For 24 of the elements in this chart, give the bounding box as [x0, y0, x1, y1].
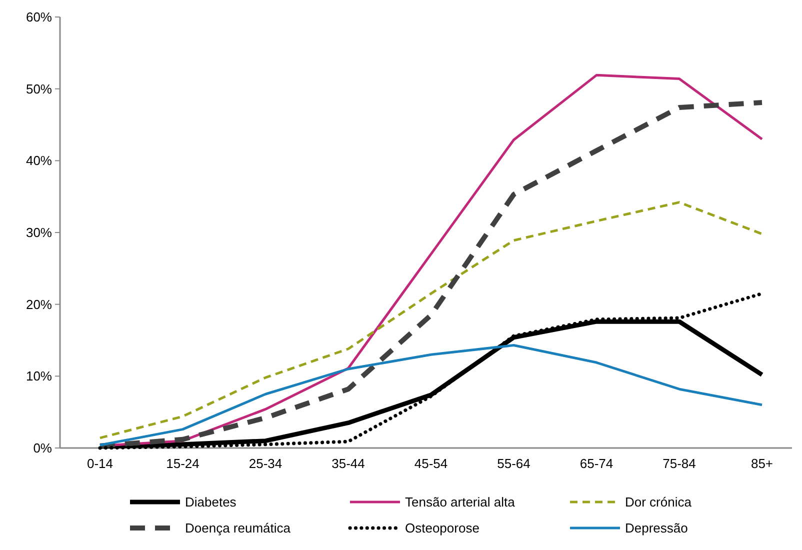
legend-label: Depressão: [625, 520, 688, 536]
y-tick-label: 10%: [26, 368, 52, 384]
line-series: [98, 201, 764, 440]
y-tick-label: 40%: [26, 153, 52, 168]
legend-label: Tensão arterial alta: [405, 494, 516, 510]
x-tick-label: 0-14: [86, 456, 114, 471]
x-tick-label: 15-24: [166, 456, 200, 471]
y-tick-label: 50%: [26, 81, 52, 96]
line-series: [98, 344, 764, 446]
y-tick-label: 0%: [33, 440, 52, 456]
legend-label: Osteoporose: [405, 520, 480, 536]
x-tick-label: 35-44: [332, 456, 365, 471]
x-tick-label: 85+: [750, 456, 774, 471]
legend-label: Diabetes: [185, 494, 237, 510]
x-tick-label: 75-84: [662, 456, 696, 471]
y-tick-label: 20%: [26, 296, 52, 312]
y-tick-label: 30%: [26, 225, 52, 240]
legend-label: Dor crónica: [625, 494, 692, 510]
x-tick-label: 25-34: [248, 456, 282, 471]
legend-label: Doença reumática: [185, 520, 292, 536]
y-tick-label: 60%: [26, 10, 52, 25]
x-tick-label: 45-54: [414, 456, 448, 471]
x-tick-label: 55-64: [497, 456, 530, 471]
x-tick-label: 65-74: [580, 456, 614, 471]
